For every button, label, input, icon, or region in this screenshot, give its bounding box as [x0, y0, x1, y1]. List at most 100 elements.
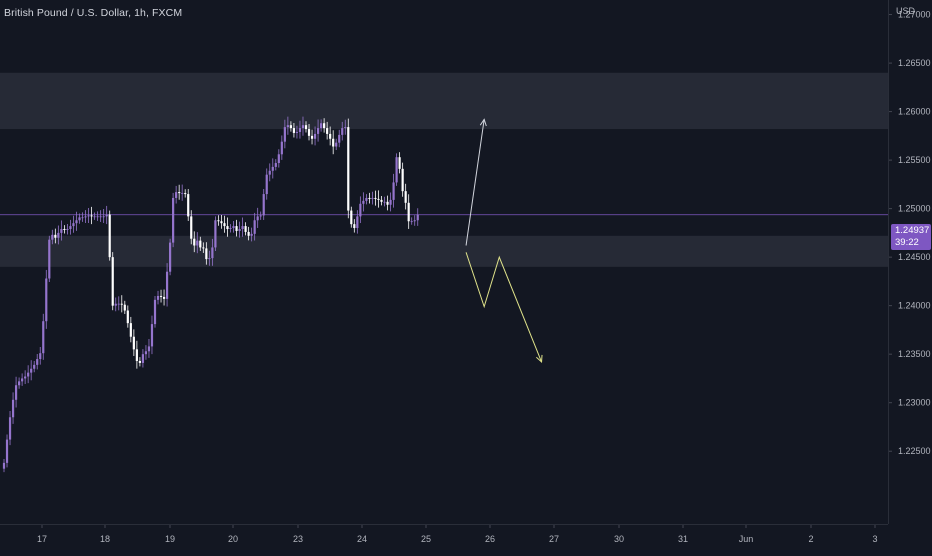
- candle: [380, 196, 383, 206]
- candle: [30, 360, 33, 381]
- price-tick-label: 1.26000: [898, 107, 931, 117]
- bearish-projection-arrow: [465, 252, 543, 364]
- candle: [289, 121, 292, 132]
- candle: [259, 211, 262, 220]
- candle: [271, 158, 274, 179]
- candle: [132, 329, 135, 356]
- candle: [292, 123, 296, 138]
- candle: [147, 339, 151, 358]
- candle: [211, 238, 214, 266]
- price-tick-label: 1.23000: [898, 398, 931, 408]
- candle: [117, 296, 120, 311]
- candle: [199, 236, 202, 251]
- candle: [277, 149, 280, 168]
- price-tick-label: 1.25000: [898, 204, 931, 214]
- candle: [326, 121, 329, 140]
- candle: [283, 119, 286, 149]
- candle: [244, 222, 247, 236]
- candle: [356, 210, 359, 234]
- candle: [8, 411, 12, 446]
- candle: [304, 121, 308, 133]
- candle: [256, 207, 259, 228]
- time-tick-label: 31: [678, 534, 688, 544]
- candle: [208, 250, 211, 266]
- candle: [159, 289, 163, 303]
- candle: [368, 192, 371, 204]
- candle: [407, 194, 410, 229]
- candle: [232, 221, 235, 233]
- candle: [120, 295, 123, 313]
- time-tick-label: 25: [421, 534, 431, 544]
- candlestick-series: [2, 116, 419, 473]
- candle: [141, 349, 145, 368]
- candle: [11, 392, 15, 424]
- candle: [353, 219, 356, 233]
- time-tick-label: 17: [37, 534, 47, 544]
- candle: [280, 135, 283, 160]
- candle: [274, 159, 277, 171]
- candle: [135, 340, 138, 369]
- candle: [156, 290, 160, 305]
- candle: [42, 313, 45, 360]
- candle: [341, 121, 344, 141]
- candle: [48, 235, 51, 282]
- candle: [301, 116, 305, 136]
- candle: [72, 215, 75, 233]
- candle: [392, 173, 395, 208]
- candle: [172, 192, 175, 248]
- candle: [307, 124, 311, 141]
- price-tick-label: 1.27000: [898, 10, 931, 20]
- candle: [347, 118, 350, 219]
- price-tick-label: 1.24000: [898, 301, 931, 311]
- candle: [175, 185, 178, 204]
- chart-title: British Pound / U.S. Dollar, 1h, FXCM: [4, 7, 183, 19]
- candle: [286, 116, 289, 135]
- time-tick-label: 26: [485, 534, 495, 544]
- candle: [123, 300, 126, 315]
- candle: [36, 353, 39, 370]
- candle: [105, 205, 108, 225]
- candle: [66, 223, 69, 235]
- candle: [114, 297, 117, 312]
- candle: [126, 305, 129, 328]
- candle: [241, 217, 244, 237]
- candle: [18, 377, 21, 389]
- current-price-badge: 1.24937 39:22: [891, 224, 931, 250]
- price-tick-label: 1.23500: [898, 349, 931, 359]
- candle: [165, 263, 169, 307]
- candle: [398, 152, 401, 174]
- time-tick-label: 27: [549, 534, 559, 544]
- time-axis[interactable]: 17 18 19 20 23 24 25 26 27 30 31 Jun 2 3: [0, 524, 888, 551]
- candle: [389, 192, 392, 212]
- chart-plot-area[interactable]: [0, 0, 888, 524]
- time-tick-label: 20: [228, 534, 238, 544]
- candle: [320, 119, 323, 132]
- time-tick-label: 3: [872, 534, 877, 544]
- candle: [316, 119, 320, 142]
- candle: [395, 153, 398, 186]
- candle: [84, 210, 87, 223]
- bar-countdown: 39:22: [895, 237, 919, 248]
- candle: [335, 138, 338, 151]
- candle: [21, 373, 24, 386]
- time-tick-label: Jun: [739, 534, 754, 544]
- candle: [359, 196, 362, 224]
- bullish-projection-arrow: [465, 118, 487, 246]
- candle: [350, 206, 353, 228]
- time-tick-label: 2: [808, 534, 813, 544]
- candle: [313, 126, 317, 146]
- candle: [247, 226, 250, 241]
- candle: [111, 252, 114, 311]
- candle: [265, 168, 268, 200]
- candle: [5, 434, 9, 468]
- time-tick-label: 23: [293, 534, 303, 544]
- candle: [196, 232, 199, 254]
- candle: [344, 119, 347, 135]
- projection-arrows: [465, 118, 543, 364]
- time-tick-label: 18: [100, 534, 110, 544]
- candle: [178, 184, 181, 200]
- candle: [235, 219, 238, 237]
- price-axis[interactable]: 1.27000 1.26500 1.26000 1.25500 1.25000 1.245…: [888, 0, 932, 524]
- price-zone-2: [0, 235, 888, 267]
- time-tick-label: 30: [614, 534, 624, 544]
